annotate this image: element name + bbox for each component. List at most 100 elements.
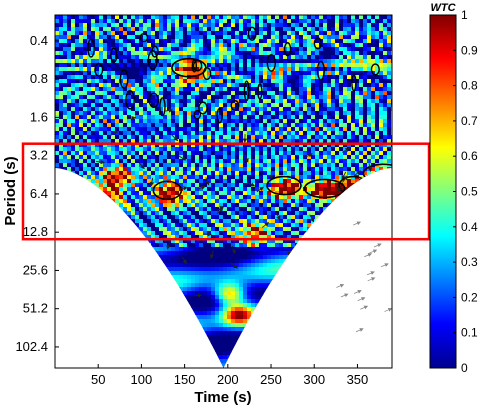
heatmap-cell bbox=[115, 179, 120, 184]
heatmap-cell bbox=[219, 191, 224, 196]
heatmap-cell bbox=[167, 199, 172, 204]
heatmap-cell bbox=[291, 135, 296, 140]
heatmap-cell bbox=[191, 19, 196, 24]
heatmap-cell bbox=[383, 103, 388, 108]
heatmap-cell bbox=[159, 43, 164, 48]
heatmap-cell bbox=[175, 19, 180, 24]
heatmap-cell bbox=[263, 171, 268, 176]
heatmap-cell bbox=[107, 191, 112, 196]
heatmap-cell bbox=[311, 43, 316, 48]
heatmap-cell bbox=[147, 103, 152, 108]
heatmap-cell bbox=[139, 35, 144, 40]
heatmap-cell bbox=[123, 43, 128, 48]
heatmap-cell bbox=[199, 35, 204, 40]
heatmap-cell bbox=[271, 111, 276, 116]
heatmap-cell bbox=[259, 135, 264, 140]
heatmap-cell bbox=[75, 31, 80, 36]
heatmap-cell bbox=[299, 219, 304, 224]
heatmap-cell bbox=[247, 71, 252, 76]
heatmap-cell bbox=[359, 27, 364, 32]
heatmap-cell bbox=[203, 187, 208, 192]
heatmap-cell bbox=[75, 163, 80, 168]
heatmap-cell bbox=[67, 107, 72, 112]
heatmap-cell bbox=[279, 231, 284, 236]
heatmap-cell bbox=[335, 55, 340, 60]
heatmap-cell bbox=[199, 215, 204, 220]
heatmap-cell bbox=[231, 211, 236, 216]
heatmap-cell bbox=[67, 103, 72, 108]
heatmap-cell bbox=[219, 75, 224, 80]
heatmap-cell bbox=[363, 91, 368, 96]
heatmap-cell bbox=[107, 103, 112, 108]
heatmap-cell bbox=[107, 171, 112, 176]
heatmap-cell bbox=[255, 143, 260, 148]
heatmap-cell bbox=[163, 87, 168, 92]
heatmap-cell bbox=[203, 183, 208, 188]
heatmap-cell bbox=[347, 155, 352, 160]
heatmap-cell bbox=[63, 103, 68, 108]
heatmap-cell bbox=[331, 183, 336, 188]
heatmap-cell bbox=[335, 159, 340, 164]
heatmap-cell bbox=[379, 83, 384, 88]
heatmap-cell bbox=[243, 167, 248, 172]
heatmap-cell bbox=[343, 47, 348, 52]
heatmap-cell bbox=[371, 139, 376, 144]
heatmap-cell bbox=[227, 223, 232, 228]
heatmap-cell bbox=[155, 211, 160, 216]
heatmap-cell bbox=[171, 19, 176, 24]
heatmap-cell bbox=[63, 151, 68, 156]
heatmap-cell bbox=[111, 139, 116, 144]
heatmap-cell bbox=[319, 23, 324, 28]
heatmap-cell bbox=[103, 119, 108, 124]
heatmap-cell bbox=[67, 159, 72, 164]
heatmap-cell bbox=[71, 131, 76, 136]
heatmap-cell bbox=[279, 15, 284, 20]
heatmap-cell bbox=[275, 235, 280, 240]
heatmap-cell bbox=[99, 35, 104, 40]
heatmap-cell bbox=[339, 127, 344, 132]
heatmap-cell bbox=[263, 191, 268, 196]
heatmap-cell bbox=[355, 163, 360, 168]
heatmap-cell bbox=[215, 87, 220, 92]
heatmap-cell bbox=[147, 135, 152, 140]
heatmap-cell bbox=[179, 31, 184, 36]
heatmap-cell bbox=[315, 115, 320, 120]
heatmap-cell bbox=[323, 167, 328, 172]
heatmap-cell bbox=[163, 207, 168, 212]
heatmap-cell bbox=[339, 79, 344, 84]
heatmap-cell bbox=[103, 155, 108, 160]
heatmap-cell bbox=[227, 27, 232, 32]
heatmap-cell bbox=[215, 215, 220, 220]
heatmap-cell bbox=[279, 123, 284, 128]
heatmap-cell bbox=[139, 151, 144, 156]
heatmap-cell bbox=[107, 127, 112, 132]
heatmap-cell bbox=[127, 123, 132, 128]
heatmap-cell bbox=[247, 119, 252, 124]
heatmap-cell bbox=[211, 231, 216, 236]
heatmap-cell bbox=[215, 63, 220, 68]
heatmap-cell bbox=[279, 187, 284, 192]
heatmap-cell bbox=[287, 123, 292, 128]
heatmap-cell bbox=[151, 123, 156, 128]
heatmap-cell bbox=[295, 95, 300, 100]
heatmap-cell bbox=[135, 127, 140, 132]
heatmap-cell bbox=[163, 91, 168, 96]
heatmap-cell bbox=[95, 59, 100, 64]
heatmap-cell bbox=[151, 87, 156, 92]
heatmap-cell bbox=[255, 115, 260, 120]
heatmap-cell bbox=[151, 15, 156, 20]
heatmap-cell bbox=[119, 15, 124, 20]
heatmap-cell bbox=[339, 51, 344, 56]
heatmap-cell bbox=[295, 87, 300, 92]
heatmap-cell bbox=[63, 63, 68, 68]
heatmap-cell bbox=[123, 187, 128, 192]
heatmap-cell bbox=[219, 99, 224, 104]
heatmap-cell bbox=[135, 91, 140, 96]
heatmap-cell bbox=[195, 199, 200, 204]
heatmap-cell bbox=[75, 23, 80, 28]
heatmap-cell bbox=[243, 195, 248, 200]
heatmap-cell bbox=[299, 95, 304, 100]
heatmap-cell bbox=[227, 243, 232, 248]
heatmap-cell bbox=[155, 175, 160, 180]
heatmap-cell bbox=[167, 31, 172, 36]
